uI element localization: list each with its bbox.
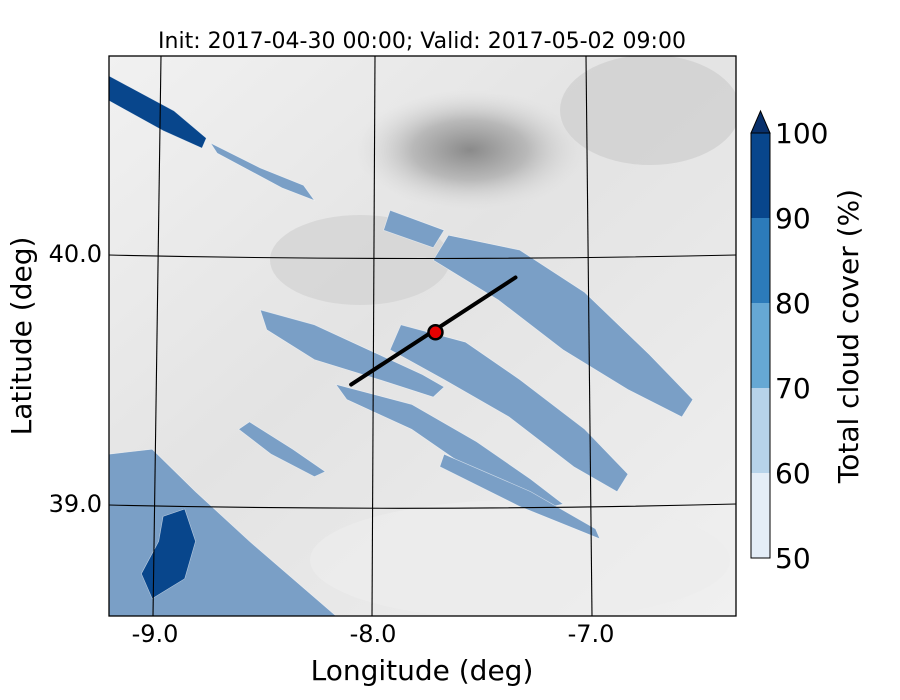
terrain-high-ground-northeast [560, 56, 736, 165]
colorbar-extend-arrow [750, 109, 771, 134]
colorbar-tick-label: 80 [775, 287, 811, 320]
colorbar-level-50-60 [751, 473, 770, 558]
x-axis-label: Longitude (deg) [311, 654, 534, 687]
colorbar-level-90-100 [751, 133, 770, 218]
colorbar-label: Total cloud cover (%) [832, 189, 865, 484]
y-tick-label: 39.0 [49, 490, 102, 518]
map-frame [108, 55, 737, 617]
cloud-band-central-east-band [389, 324, 629, 493]
x-tick-label: -7.0 [568, 620, 615, 648]
y-tick-label: 40.0 [49, 240, 102, 268]
cloud-band-northeast-band [432, 234, 694, 418]
colorbar-level-70-80 [751, 303, 770, 388]
y-axis-label: Latitude (deg) [5, 237, 38, 436]
meridian-7 [585, 56, 593, 616]
terrain-high-ground-north [355, 90, 585, 210]
site-marker [427, 324, 444, 341]
terrain-low-ground-south [310, 500, 730, 616]
cloud-band-central-west-band [259, 309, 445, 398]
colorbar-tick-label: 70 [775, 372, 811, 405]
graticule [109, 56, 736, 616]
colorbar: 50 60 70 80 90 100 [750, 109, 828, 575]
cloud-band-southwest-streak [238, 421, 326, 477]
x-tick-label: -9.0 [132, 620, 179, 648]
parallel-40 [109, 254, 736, 260]
cloud-band-northwest-tail [209, 142, 316, 202]
cloud-bands [109, 75, 694, 616]
cloud-band-north-patch [383, 209, 445, 248]
cloud-band-southeast-streak [439, 453, 601, 540]
colorbar-tick-label: 100 [775, 117, 828, 150]
parallel-39 [109, 503, 736, 509]
meridian-8 [371, 56, 376, 616]
cloud-band-tagus-estuary [141, 508, 196, 600]
colorbar-tick-label: 60 [775, 457, 811, 490]
colorbar-tick-label: 90 [775, 202, 811, 235]
colorbar-level-80-90 [751, 218, 770, 303]
chart-title: Init: 2017-04-30 00:00; Valid: 2017-05-0… [158, 29, 686, 54]
x-tick-label: -8.0 [350, 620, 397, 648]
meridian-9 [152, 56, 162, 616]
colorbar-tick-label: 50 [775, 542, 811, 575]
colorbar-frame [750, 132, 771, 559]
colorbar-level-60-70 [751, 388, 770, 473]
map-panel [109, 56, 736, 616]
cloud-band-northwest-band [109, 75, 207, 149]
